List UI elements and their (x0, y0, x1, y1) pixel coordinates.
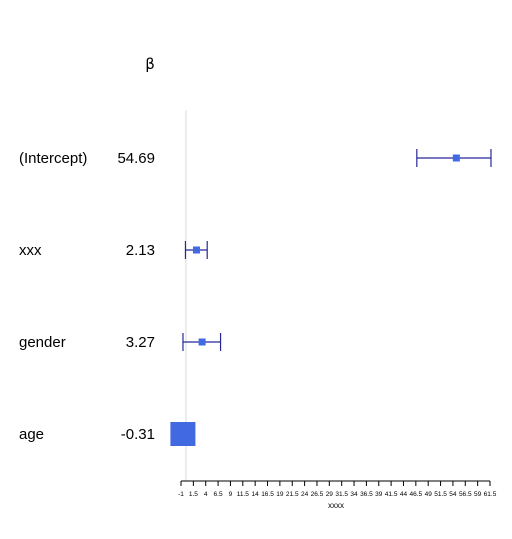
x-axis-label: xxxx (328, 501, 344, 510)
row-label: gender (19, 334, 66, 351)
x-tick-label: 46.5 (410, 491, 423, 498)
x-tick-label: 14 (252, 491, 260, 498)
x-axis-ticks: -1 1.5 4 6.5 9 11.5 14 16.5 19 21.5 24 26.5 29 31.5 34… (178, 481, 497, 498)
row-label: xxx (19, 242, 42, 259)
x-tick-label: 41.5 (385, 491, 398, 498)
forest-rows: (Intercept) 54.69 xxx 2.13 gender 3.27 age -0.3… (19, 149, 492, 446)
x-tick-label: 24 (301, 491, 309, 498)
x-tick-label: -1 (178, 491, 184, 498)
row-estimate: -0.31 (121, 426, 155, 443)
x-tick-label: 1.5 (189, 491, 198, 498)
estimate-point (198, 338, 206, 346)
row-estimate: 3.27 (126, 334, 155, 351)
x-tick-label: 51.5 (434, 491, 447, 498)
x-tick-label: 9 (229, 491, 233, 498)
row-estimate: 2.13 (126, 242, 155, 259)
x-tick-label: 21.5 (286, 491, 299, 498)
row-label: age (19, 426, 44, 443)
x-tick-label: 39 (375, 491, 383, 498)
estimate-point (192, 246, 200, 254)
x-tick-label: 59 (474, 491, 482, 498)
x-tick-label: 34 (350, 491, 358, 498)
x-tick-label: 4 (204, 491, 208, 498)
x-tick-label: 44 (400, 491, 408, 498)
x-tick-label: 11.5 (237, 491, 250, 498)
x-tick-label: 36.5 (360, 491, 373, 498)
x-tick-label: 61.5 (484, 491, 497, 498)
row-estimate: 54.69 (117, 150, 155, 167)
x-tick-label: 16.5 (261, 491, 274, 498)
row-label: (Intercept) (19, 150, 87, 167)
estimate-point (170, 422, 196, 446)
beta-column-header: β (145, 55, 155, 73)
x-tick-label: 29 (326, 491, 334, 498)
x-tick-label: 54 (449, 491, 457, 498)
x-tick-label: 26.5 (311, 491, 324, 498)
x-tick-label: 49 (425, 491, 433, 498)
estimate-point (452, 154, 460, 162)
x-tick-label: 31.5 (335, 491, 348, 498)
x-tick-label: 19 (276, 491, 284, 498)
x-tick-label: 56.5 (459, 491, 472, 498)
x-tick-label: 6.5 (214, 491, 223, 498)
